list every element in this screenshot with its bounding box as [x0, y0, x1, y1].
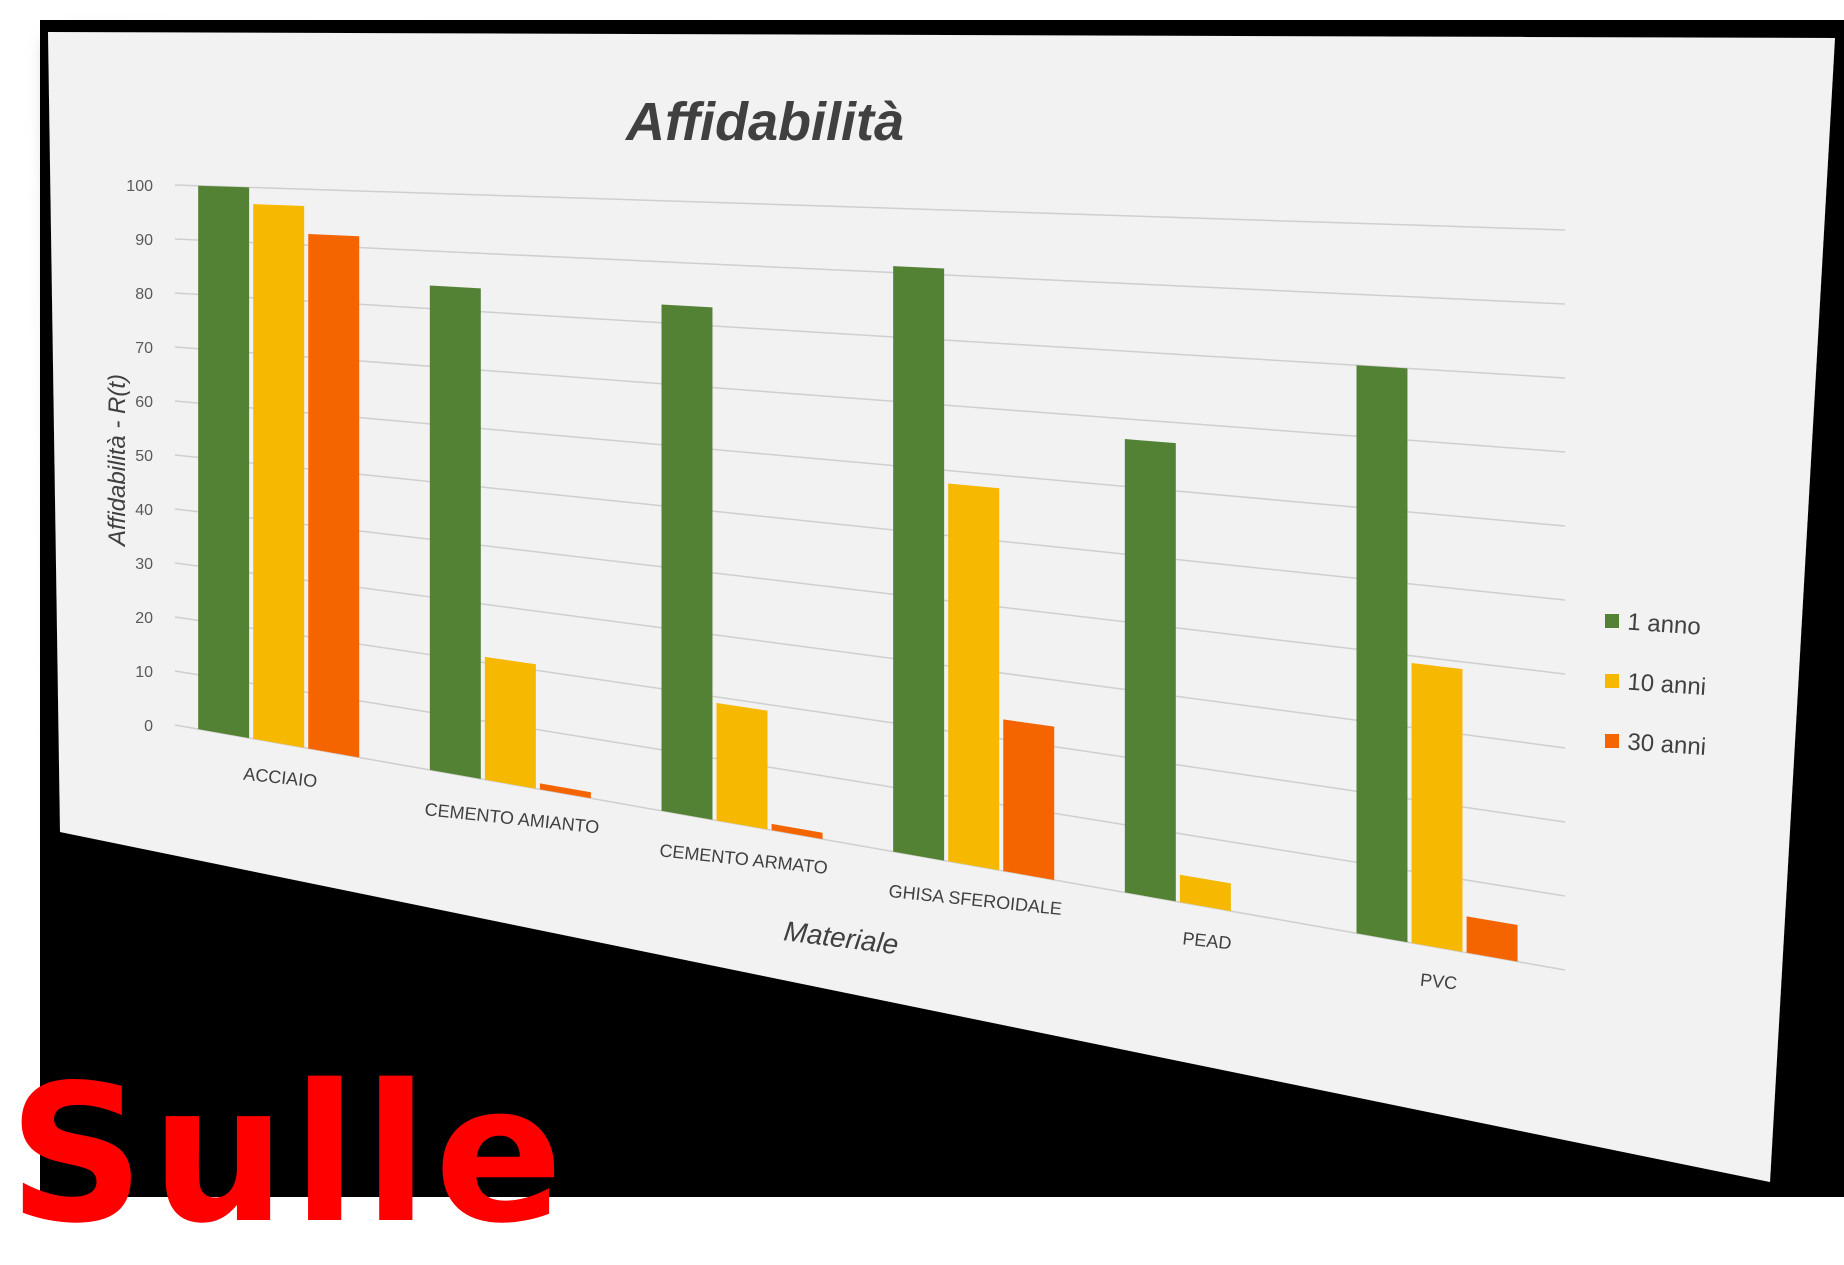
- gridline: [174, 724, 1566, 971]
- legend-label: 1 anno: [1627, 609, 1702, 641]
- bar-acciaio-1: [253, 204, 305, 748]
- y-tick-label: 40: [135, 502, 153, 519]
- bar-pvc-0: [1356, 365, 1408, 943]
- y-tick-label: 90: [135, 232, 153, 249]
- bar-acciaio-2: [308, 234, 360, 758]
- gridline: [174, 670, 1566, 897]
- legend-swatch: [1605, 614, 1619, 628]
- gridline: [174, 400, 1566, 527]
- gridline: [174, 346, 1566, 453]
- bar-ghisa-sferoidale-2: [1003, 719, 1055, 880]
- y-tick-label: 30: [135, 556, 153, 573]
- y-tick-label: 100: [126, 178, 153, 195]
- y-tick-label: 80: [135, 286, 153, 303]
- gridline: [174, 184, 1566, 231]
- gridline: [174, 292, 1566, 379]
- bar-pead-1: [1179, 874, 1231, 912]
- bar-chart: Affidabilità 0 10 20 30 40 50 60 70 80 90 100 Affid…: [40, 20, 1844, 1197]
- gridline: [174, 454, 1566, 601]
- y-tick-label: 10: [135, 664, 153, 681]
- y-tick-label: 70: [135, 340, 153, 357]
- plot-area: 0 10 20 30 40 50 60 70 80 90 100 Affidabilità - R(t…: [104, 178, 1707, 994]
- y-axis-label: Affidabilità - R(t): [104, 374, 131, 548]
- bar-cemento-armato-0: [661, 304, 713, 820]
- gridline: [174, 508, 1566, 675]
- y-tick-label: 50: [135, 448, 153, 465]
- bar-acciaio-0: [198, 185, 250, 739]
- legend-swatch: [1605, 674, 1619, 688]
- x-tick-label: PVC: [1419, 970, 1458, 994]
- gridline: [174, 616, 1566, 823]
- gridline: [174, 562, 1566, 749]
- gridline: [174, 238, 1566, 305]
- bar-cemento-amianto-2: [539, 783, 591, 799]
- bar-pead-0: [1124, 439, 1176, 902]
- bar-ghisa-sferoidale-1: [948, 483, 1000, 871]
- bar-pvc-2: [1466, 916, 1518, 962]
- legend-label: 30 anni: [1627, 729, 1707, 761]
- bar-cemento-amianto-1: [484, 656, 536, 789]
- bar-cemento-armato-1: [716, 703, 768, 830]
- y-tick-label: 0: [144, 718, 153, 735]
- y-tick-label: 20: [135, 610, 153, 627]
- bar-cemento-armato-2: [771, 823, 823, 840]
- overlay-red-text: Sulle: [8, 1044, 570, 1265]
- chart-image: Affidabilità 0 10 20 30 40 50 60 70 80 90 100 Affid…: [8, 20, 1844, 1250]
- chart-title: Affidabilità: [624, 92, 904, 152]
- bar-ghisa-sferoidale-0: [893, 266, 945, 861]
- bar-cemento-amianto-0: [429, 285, 481, 779]
- y-tick-label: 60: [135, 394, 153, 411]
- legend-label: 10 anni: [1627, 669, 1707, 701]
- legend-swatch: [1605, 734, 1619, 748]
- bar-pvc-1: [1411, 662, 1463, 952]
